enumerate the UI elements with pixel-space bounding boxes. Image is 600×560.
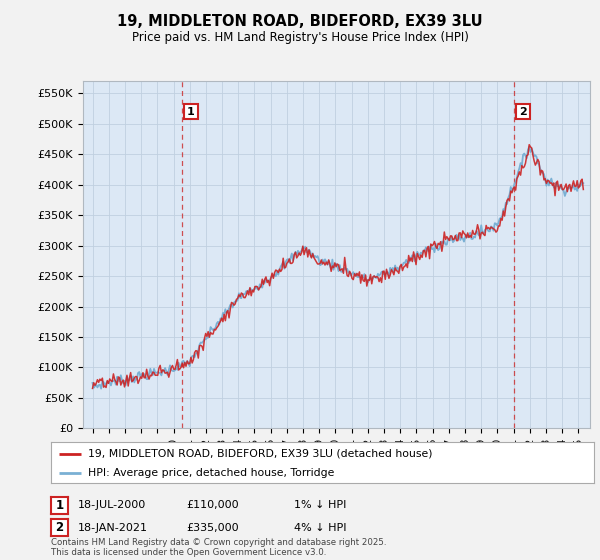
Text: 1: 1 [187, 106, 195, 116]
Text: 4% ↓ HPI: 4% ↓ HPI [294, 522, 347, 533]
Text: HPI: Average price, detached house, Torridge: HPI: Average price, detached house, Torr… [88, 468, 334, 478]
Text: 2: 2 [55, 521, 64, 534]
Text: 1% ↓ HPI: 1% ↓ HPI [294, 500, 346, 510]
Text: 19, MIDDLETON ROAD, BIDEFORD, EX39 3LU: 19, MIDDLETON ROAD, BIDEFORD, EX39 3LU [117, 14, 483, 29]
Text: 2: 2 [519, 106, 527, 116]
Text: 1: 1 [55, 498, 64, 512]
Text: Contains HM Land Registry data © Crown copyright and database right 2025.
This d: Contains HM Land Registry data © Crown c… [51, 538, 386, 557]
Text: 18-JAN-2021: 18-JAN-2021 [78, 522, 148, 533]
Text: Price paid vs. HM Land Registry's House Price Index (HPI): Price paid vs. HM Land Registry's House … [131, 31, 469, 44]
Text: 19, MIDDLETON ROAD, BIDEFORD, EX39 3LU (detached house): 19, MIDDLETON ROAD, BIDEFORD, EX39 3LU (… [88, 449, 433, 459]
Text: £110,000: £110,000 [186, 500, 239, 510]
Text: 18-JUL-2000: 18-JUL-2000 [78, 500, 146, 510]
Text: £335,000: £335,000 [186, 522, 239, 533]
